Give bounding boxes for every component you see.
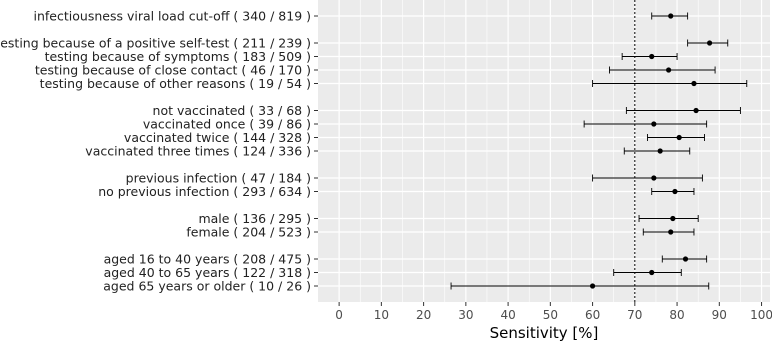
estimate-row	[625, 107, 741, 114]
estimate-row	[687, 39, 729, 47]
category-label: not vaccinated ( 33 / 68 )	[153, 103, 311, 118]
category-label: male ( 136 / 295 )	[198, 211, 311, 226]
x-axis: 0 10 20 30 40 50 60 70 80 90 100	[335, 302, 772, 322]
point-estimate	[693, 107, 699, 114]
category-label: vaccinated twice ( 144 / 328 )	[124, 130, 311, 145]
point-estimate	[668, 13, 674, 19]
x-tick-label: 80	[669, 308, 684, 322]
estimate-row	[638, 215, 699, 222]
point-estimate	[657, 148, 663, 154]
estimate-row	[583, 120, 708, 128]
point-estimate	[589, 283, 596, 289]
estimate-row	[647, 134, 705, 141]
point-estimate	[676, 134, 682, 141]
x-tick-label: 40	[500, 308, 515, 322]
point-estimate	[666, 67, 672, 73]
x-tick-label: 50	[543, 308, 558, 322]
estimate-row	[642, 228, 695, 236]
point-estimate	[649, 53, 655, 60]
point-estimate	[651, 121, 657, 127]
point-estimate	[672, 188, 678, 195]
point-estimate	[706, 40, 713, 46]
category-label: testing because of a positive self-test …	[0, 35, 311, 50]
x-tick-label: 100	[750, 308, 772, 322]
category-label: testing because of other reasons ( 19 / …	[40, 76, 311, 91]
estimate-row	[661, 255, 708, 263]
estimate-row	[623, 147, 691, 155]
estimate-row	[592, 174, 703, 182]
estimate-row	[592, 80, 748, 87]
estimate-row	[651, 12, 689, 20]
category-label: vaccinated once ( 39 / 86 )	[143, 116, 311, 131]
x-tick-label: 10	[374, 308, 389, 322]
category-label: no previous infection ( 293 / 634 )	[98, 184, 311, 199]
point-estimate	[668, 229, 674, 235]
x-tick-label: 60	[585, 308, 600, 322]
x-tick-label: 20	[416, 308, 431, 322]
point-estimate	[670, 215, 676, 222]
point-estimate	[651, 175, 657, 181]
estimate-row	[609, 66, 716, 74]
category-label: previous infection ( 47 / 184 )	[126, 170, 311, 185]
category-label: aged 16 to 40 years ( 208 / 475 )	[104, 251, 311, 266]
category-label: testing because of close contact ( 46 / …	[35, 62, 311, 77]
category-label: vaccinated three times ( 124 / 336 )	[85, 143, 311, 158]
series	[450, 12, 748, 290]
point-estimate	[649, 269, 655, 276]
estimate-row	[613, 269, 682, 276]
x-tick-label: 30	[458, 308, 473, 322]
x-tick-label: 0	[335, 308, 343, 322]
category-label: female ( 204 / 523 )	[186, 224, 311, 239]
x-axis-title: Sensitivity [%]	[490, 324, 599, 342]
x-tick-label: 70	[627, 308, 642, 322]
category-label: infectiousness viral load cut-off ( 340 …	[34, 8, 311, 23]
category-label: aged 40 to 65 years ( 122 / 318 )	[104, 265, 311, 280]
category-label: testing because of symptoms ( 183 / 509 …	[45, 49, 311, 64]
point-estimate	[691, 80, 697, 87]
category-label: aged 65 years or older ( 10 / 26 )	[103, 278, 311, 293]
estimate-row	[621, 53, 678, 60]
y-axis: infectiousness viral load cut-off ( 340 …	[0, 8, 318, 293]
x-tick-label: 90	[712, 308, 727, 322]
point-estimate	[682, 256, 689, 262]
estimate-row	[651, 188, 695, 195]
estimate-row	[450, 282, 710, 290]
